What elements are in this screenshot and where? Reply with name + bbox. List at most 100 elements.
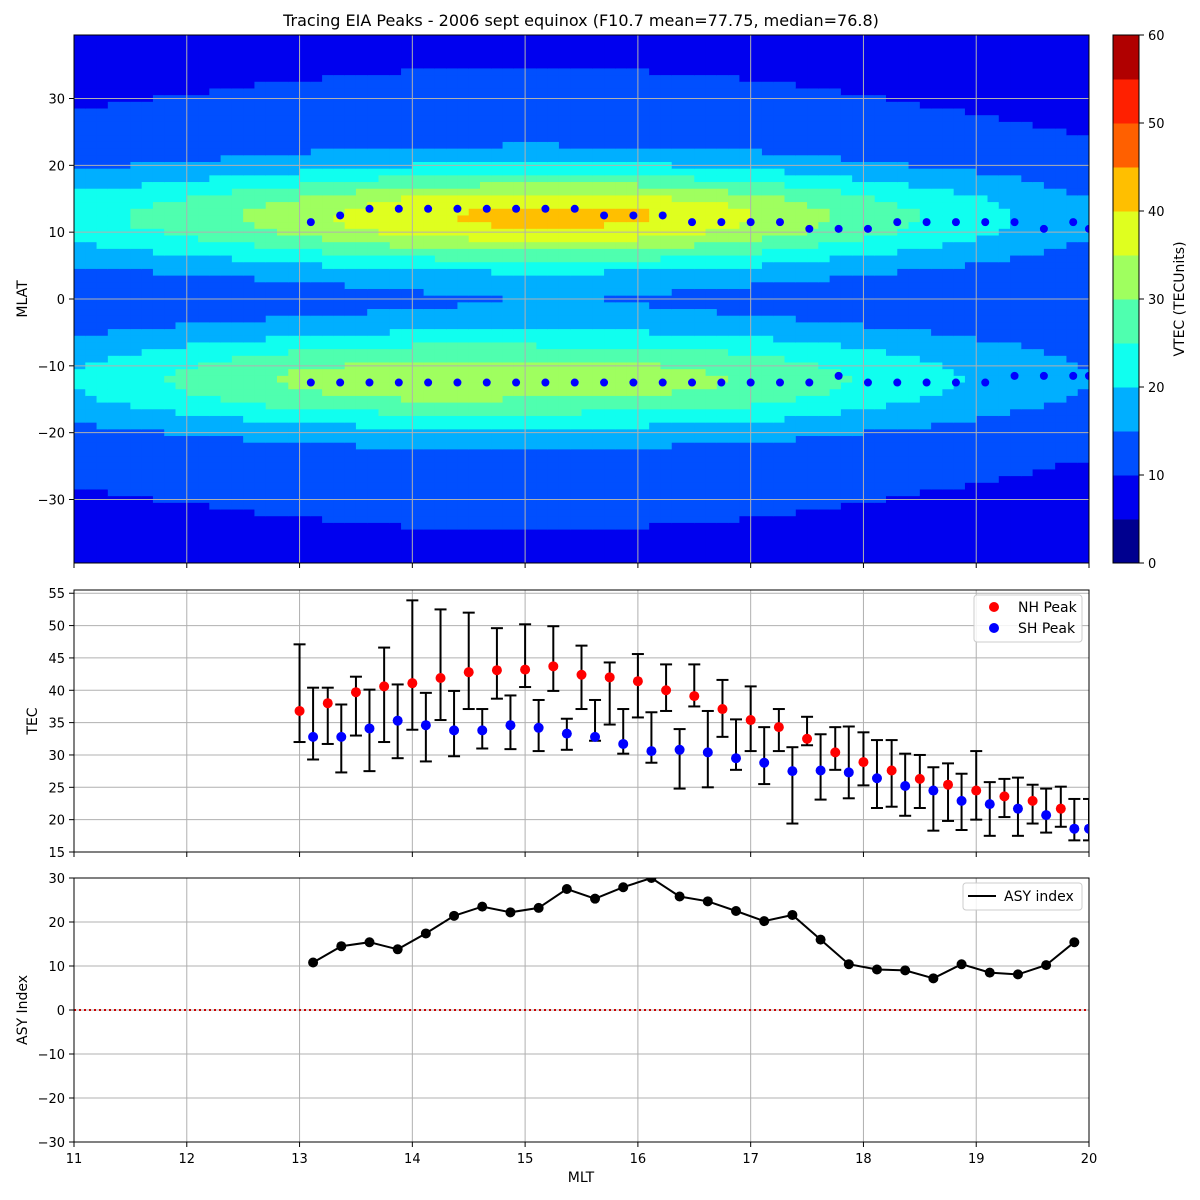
vtec-cell bbox=[74, 135, 86, 143]
vtec-cell bbox=[198, 81, 210, 90]
vtec-cell bbox=[784, 148, 797, 156]
vtec-cell bbox=[96, 489, 109, 497]
vtec-cell bbox=[198, 375, 210, 384]
vtec-cell bbox=[344, 35, 357, 43]
vtec-cell bbox=[491, 202, 504, 210]
vtec-cell bbox=[434, 436, 447, 444]
vtec-cell bbox=[209, 101, 222, 110]
vtec-cell bbox=[434, 55, 447, 63]
vtec-cell bbox=[468, 108, 481, 116]
vtec-cell bbox=[288, 101, 301, 110]
vtec-cell bbox=[558, 402, 571, 410]
vtec-cell bbox=[355, 282, 368, 290]
vtec-cell bbox=[96, 389, 109, 397]
vtec-cell bbox=[558, 409, 571, 417]
vtec-cell bbox=[186, 409, 199, 417]
vtec-cell bbox=[739, 395, 752, 404]
vtec-cell bbox=[716, 482, 729, 491]
vtec-cell bbox=[705, 255, 718, 263]
vtec-cell bbox=[367, 48, 380, 56]
vtec-cell bbox=[513, 375, 526, 384]
vtec-cell bbox=[615, 61, 628, 70]
vtec-cell bbox=[570, 436, 583, 444]
vtec-cell bbox=[164, 395, 177, 404]
vtec-cell bbox=[254, 315, 267, 323]
vtec-cell bbox=[333, 335, 346, 344]
vtec-cell bbox=[694, 436, 707, 444]
vtec-cell bbox=[457, 509, 470, 517]
vtec-cell bbox=[671, 61, 684, 70]
vtec-cell bbox=[637, 369, 650, 377]
vtec-cell bbox=[626, 222, 639, 230]
vtec-cell bbox=[412, 41, 425, 49]
vtec-cell bbox=[525, 135, 537, 143]
vtec-cell bbox=[74, 81, 86, 90]
vtec-cell bbox=[536, 88, 549, 96]
vtec-cell bbox=[85, 48, 98, 56]
vtec-cell bbox=[277, 389, 289, 397]
vtec-cell bbox=[423, 115, 436, 123]
vtec-cell bbox=[130, 248, 143, 257]
vtec-cell bbox=[570, 141, 583, 150]
vtec-cell bbox=[355, 309, 368, 317]
vtec-cell bbox=[581, 88, 594, 96]
vtec-cell bbox=[231, 121, 244, 130]
vtec-cell bbox=[761, 402, 774, 410]
vtec-cell bbox=[152, 88, 165, 96]
vtec-cell bbox=[243, 175, 256, 183]
vtec-cell bbox=[322, 529, 334, 537]
vtec-cell bbox=[468, 248, 481, 257]
vtec-cell bbox=[502, 349, 515, 357]
vtec-cell bbox=[604, 202, 616, 210]
vtec-cell bbox=[671, 188, 684, 196]
vtec-cell bbox=[592, 135, 605, 143]
vtec-cell bbox=[141, 522, 154, 531]
vtec-cell bbox=[457, 61, 470, 70]
vtec-cell bbox=[773, 182, 786, 190]
vtec-cell bbox=[355, 529, 368, 537]
vtec-cell bbox=[739, 141, 752, 150]
vtec-cell bbox=[649, 549, 662, 557]
vtec-cell bbox=[96, 375, 109, 384]
vtec-cell bbox=[401, 522, 413, 531]
vtec-cell bbox=[74, 409, 86, 417]
vtec-cell bbox=[186, 75, 199, 83]
vtec-cell bbox=[412, 135, 425, 143]
vtec-cell bbox=[761, 482, 774, 491]
vtec-cell bbox=[750, 188, 763, 196]
vtec-cell bbox=[401, 188, 413, 196]
vtec-cell bbox=[389, 68, 402, 76]
vtec-cell bbox=[277, 449, 289, 457]
vtec-cell bbox=[728, 108, 740, 116]
vtec-cell bbox=[671, 115, 684, 123]
vtec-cell bbox=[502, 389, 515, 397]
vtec-cell bbox=[107, 409, 120, 417]
vtec-cell bbox=[186, 536, 199, 544]
vtec-cell bbox=[74, 516, 86, 524]
vtec-cell bbox=[389, 395, 402, 404]
vtec-cell bbox=[434, 242, 447, 250]
vtec-cell bbox=[536, 81, 549, 90]
vtec-cell bbox=[378, 395, 391, 404]
vtec-cell bbox=[615, 469, 628, 477]
vtec-cell bbox=[773, 148, 786, 156]
vtec-cell bbox=[119, 248, 131, 257]
vtec-cell bbox=[502, 302, 515, 310]
vtec-cell bbox=[74, 188, 86, 196]
vtec-cell bbox=[423, 409, 436, 417]
vtec-cell bbox=[310, 329, 323, 337]
vtec-cell bbox=[480, 168, 492, 176]
vtec-cell bbox=[412, 215, 425, 223]
vtec-cell bbox=[367, 516, 380, 524]
vtec-cell bbox=[152, 175, 165, 183]
vtec-cell bbox=[107, 402, 120, 410]
vtec-cell bbox=[231, 61, 244, 70]
vtec-cell bbox=[367, 168, 380, 176]
vtec-cell bbox=[637, 409, 650, 417]
vtec-cell bbox=[152, 502, 165, 511]
vtec-cell bbox=[446, 329, 459, 337]
vtec-cell bbox=[74, 155, 86, 163]
vtec-cell bbox=[626, 309, 639, 317]
vtec-cell bbox=[570, 509, 583, 517]
vtec-cell bbox=[468, 168, 481, 176]
